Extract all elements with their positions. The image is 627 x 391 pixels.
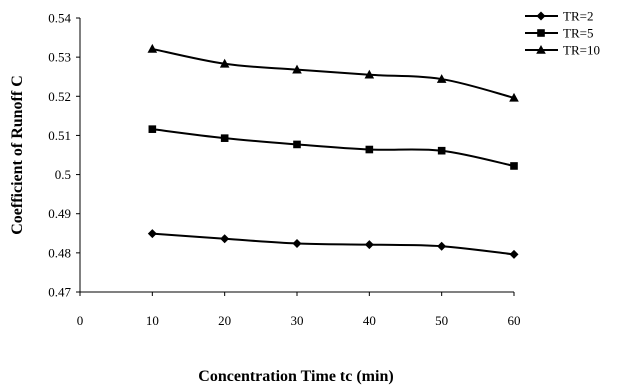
- legend-label: TR=10: [563, 43, 600, 58]
- data-point-square: [220, 134, 229, 142]
- series-tr-10: [147, 43, 519, 102]
- legend-item: TR=5: [525, 26, 593, 41]
- x-tick-label: 30: [291, 313, 304, 328]
- legend-marker-diamond: [536, 11, 546, 21]
- plot-area: [79, 18, 514, 293]
- y-tick-label: 0.54: [48, 11, 71, 26]
- data-point-square: [365, 145, 374, 154]
- data-point-square: [148, 125, 157, 133]
- y-axis-title: Coefficient of Runoff C: [9, 75, 26, 235]
- y-tick-label: 0.48: [48, 245, 71, 260]
- x-tick-label: 40: [363, 313, 376, 328]
- data-point-diamond: [364, 240, 374, 250]
- data-point-triangle: [292, 64, 302, 74]
- data-point-diamond: [509, 249, 519, 259]
- y-tick-label: 0.53: [48, 50, 71, 65]
- legend-label: TR=5: [563, 26, 593, 41]
- data-point-triangle: [364, 69, 375, 79]
- x-axis-title: Concentration Time tc (min): [198, 368, 393, 385]
- data-point-diamond: [437, 241, 447, 251]
- legend: TR=2 TR=5 TR=10: [525, 9, 600, 58]
- data-point-square: [293, 140, 301, 149]
- data-point-diamond: [220, 234, 230, 244]
- legend-marker-square: [537, 29, 545, 37]
- y-tick-label: 0.47: [48, 285, 71, 300]
- data-point-triangle: [509, 92, 519, 102]
- legend-label: TR=2: [563, 9, 593, 24]
- legend-marker-triangle: [536, 45, 546, 54]
- x-axis-ticks: 0 10 20 30 40 50 60: [77, 292, 521, 328]
- y-axis-ticks: 0.47 0.48 0.49 0.5 0.51 0.52 0.53 0.54: [48, 11, 80, 300]
- data-point-diamond: [147, 229, 157, 239]
- series-line: [152, 128, 515, 167]
- data-point-square: [437, 146, 446, 155]
- legend-item: TR=2: [525, 9, 593, 24]
- y-tick-label: 0.5: [55, 167, 71, 182]
- y-tick-label: 0.52: [48, 89, 71, 104]
- x-tick-label: 10: [146, 313, 159, 328]
- legend-item: TR=10: [525, 43, 600, 58]
- data-point-triangle: [147, 43, 158, 53]
- y-tick-label: 0.51: [48, 128, 71, 143]
- series-tr-2: [147, 229, 519, 259]
- series-line: [152, 47, 515, 99]
- x-tick-label: 0: [77, 313, 84, 328]
- data-point-diamond: [292, 238, 302, 248]
- data-point-triangle: [436, 74, 447, 83]
- x-tick-label: 50: [435, 313, 448, 328]
- x-tick-label: 60: [508, 313, 521, 328]
- data-point-triangle: [219, 58, 230, 68]
- series-layer: [147, 43, 519, 259]
- series-tr-5: [148, 125, 518, 170]
- y-tick-label: 0.49: [48, 206, 71, 221]
- data-point-square: [510, 162, 518, 170]
- series-line: [152, 232, 515, 256]
- x-tick-label: 20: [218, 313, 231, 328]
